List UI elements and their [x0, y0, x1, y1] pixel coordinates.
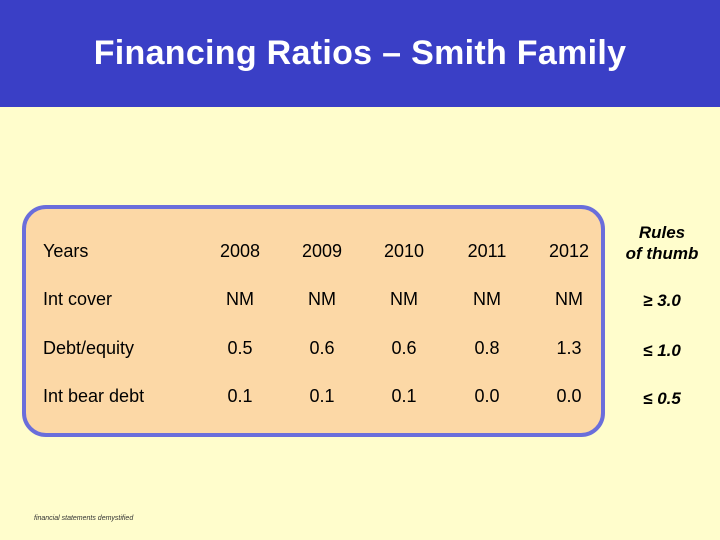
table-cell: NM — [555, 289, 583, 309]
table-cell: 0.6 — [309, 338, 335, 358]
rules-heading-line1: Rules — [638, 223, 686, 242]
table-cell: 0.6 — [391, 338, 417, 358]
years-header: Years — [43, 241, 89, 261]
row-label-debt-equity: Debt/equity — [43, 338, 135, 358]
table-cell: NM — [308, 289, 336, 309]
year-2010: 2010 — [383, 241, 425, 261]
table-cell: NM — [390, 289, 418, 309]
rules-heading: Rules of thumb — [612, 222, 712, 264]
table-cell: NM — [473, 289, 501, 309]
rule-debt-equity: ≤ 1.0 — [643, 341, 681, 360]
row-label-int-cover: Int cover — [43, 289, 113, 309]
title-bar — [0, 0, 720, 107]
footer-text: financial statements demystified — [34, 515, 134, 522]
table-panel — [22, 205, 605, 437]
table-cell: 0.1 — [227, 386, 253, 406]
table-cell: 0.8 — [474, 338, 500, 358]
table-cell: 0.1 — [309, 386, 335, 406]
rules-heading-line2: of thumb — [625, 244, 699, 263]
table-cell: 0.0 — [474, 386, 500, 406]
table-cell: 0.1 — [391, 386, 417, 406]
year-2008: 2008 — [219, 241, 261, 261]
table-cell: 1.3 — [556, 338, 582, 358]
table-cell: NM — [226, 289, 254, 309]
year-2012: 2012 — [548, 241, 590, 261]
year-2011: 2011 — [467, 241, 507, 261]
rule-int-cover: ≥ 3.0 — [643, 291, 681, 310]
table-cell: 0.5 — [227, 338, 253, 358]
year-2009: 2009 — [301, 241, 343, 261]
table-cell: 0.0 — [556, 386, 582, 406]
rule-int-bear-debt: ≤ 0.5 — [643, 389, 681, 408]
row-label-int-bear-debt: Int bear debt — [43, 386, 145, 406]
slide-title: Financing Ratios – Smith Family — [93, 34, 627, 72]
